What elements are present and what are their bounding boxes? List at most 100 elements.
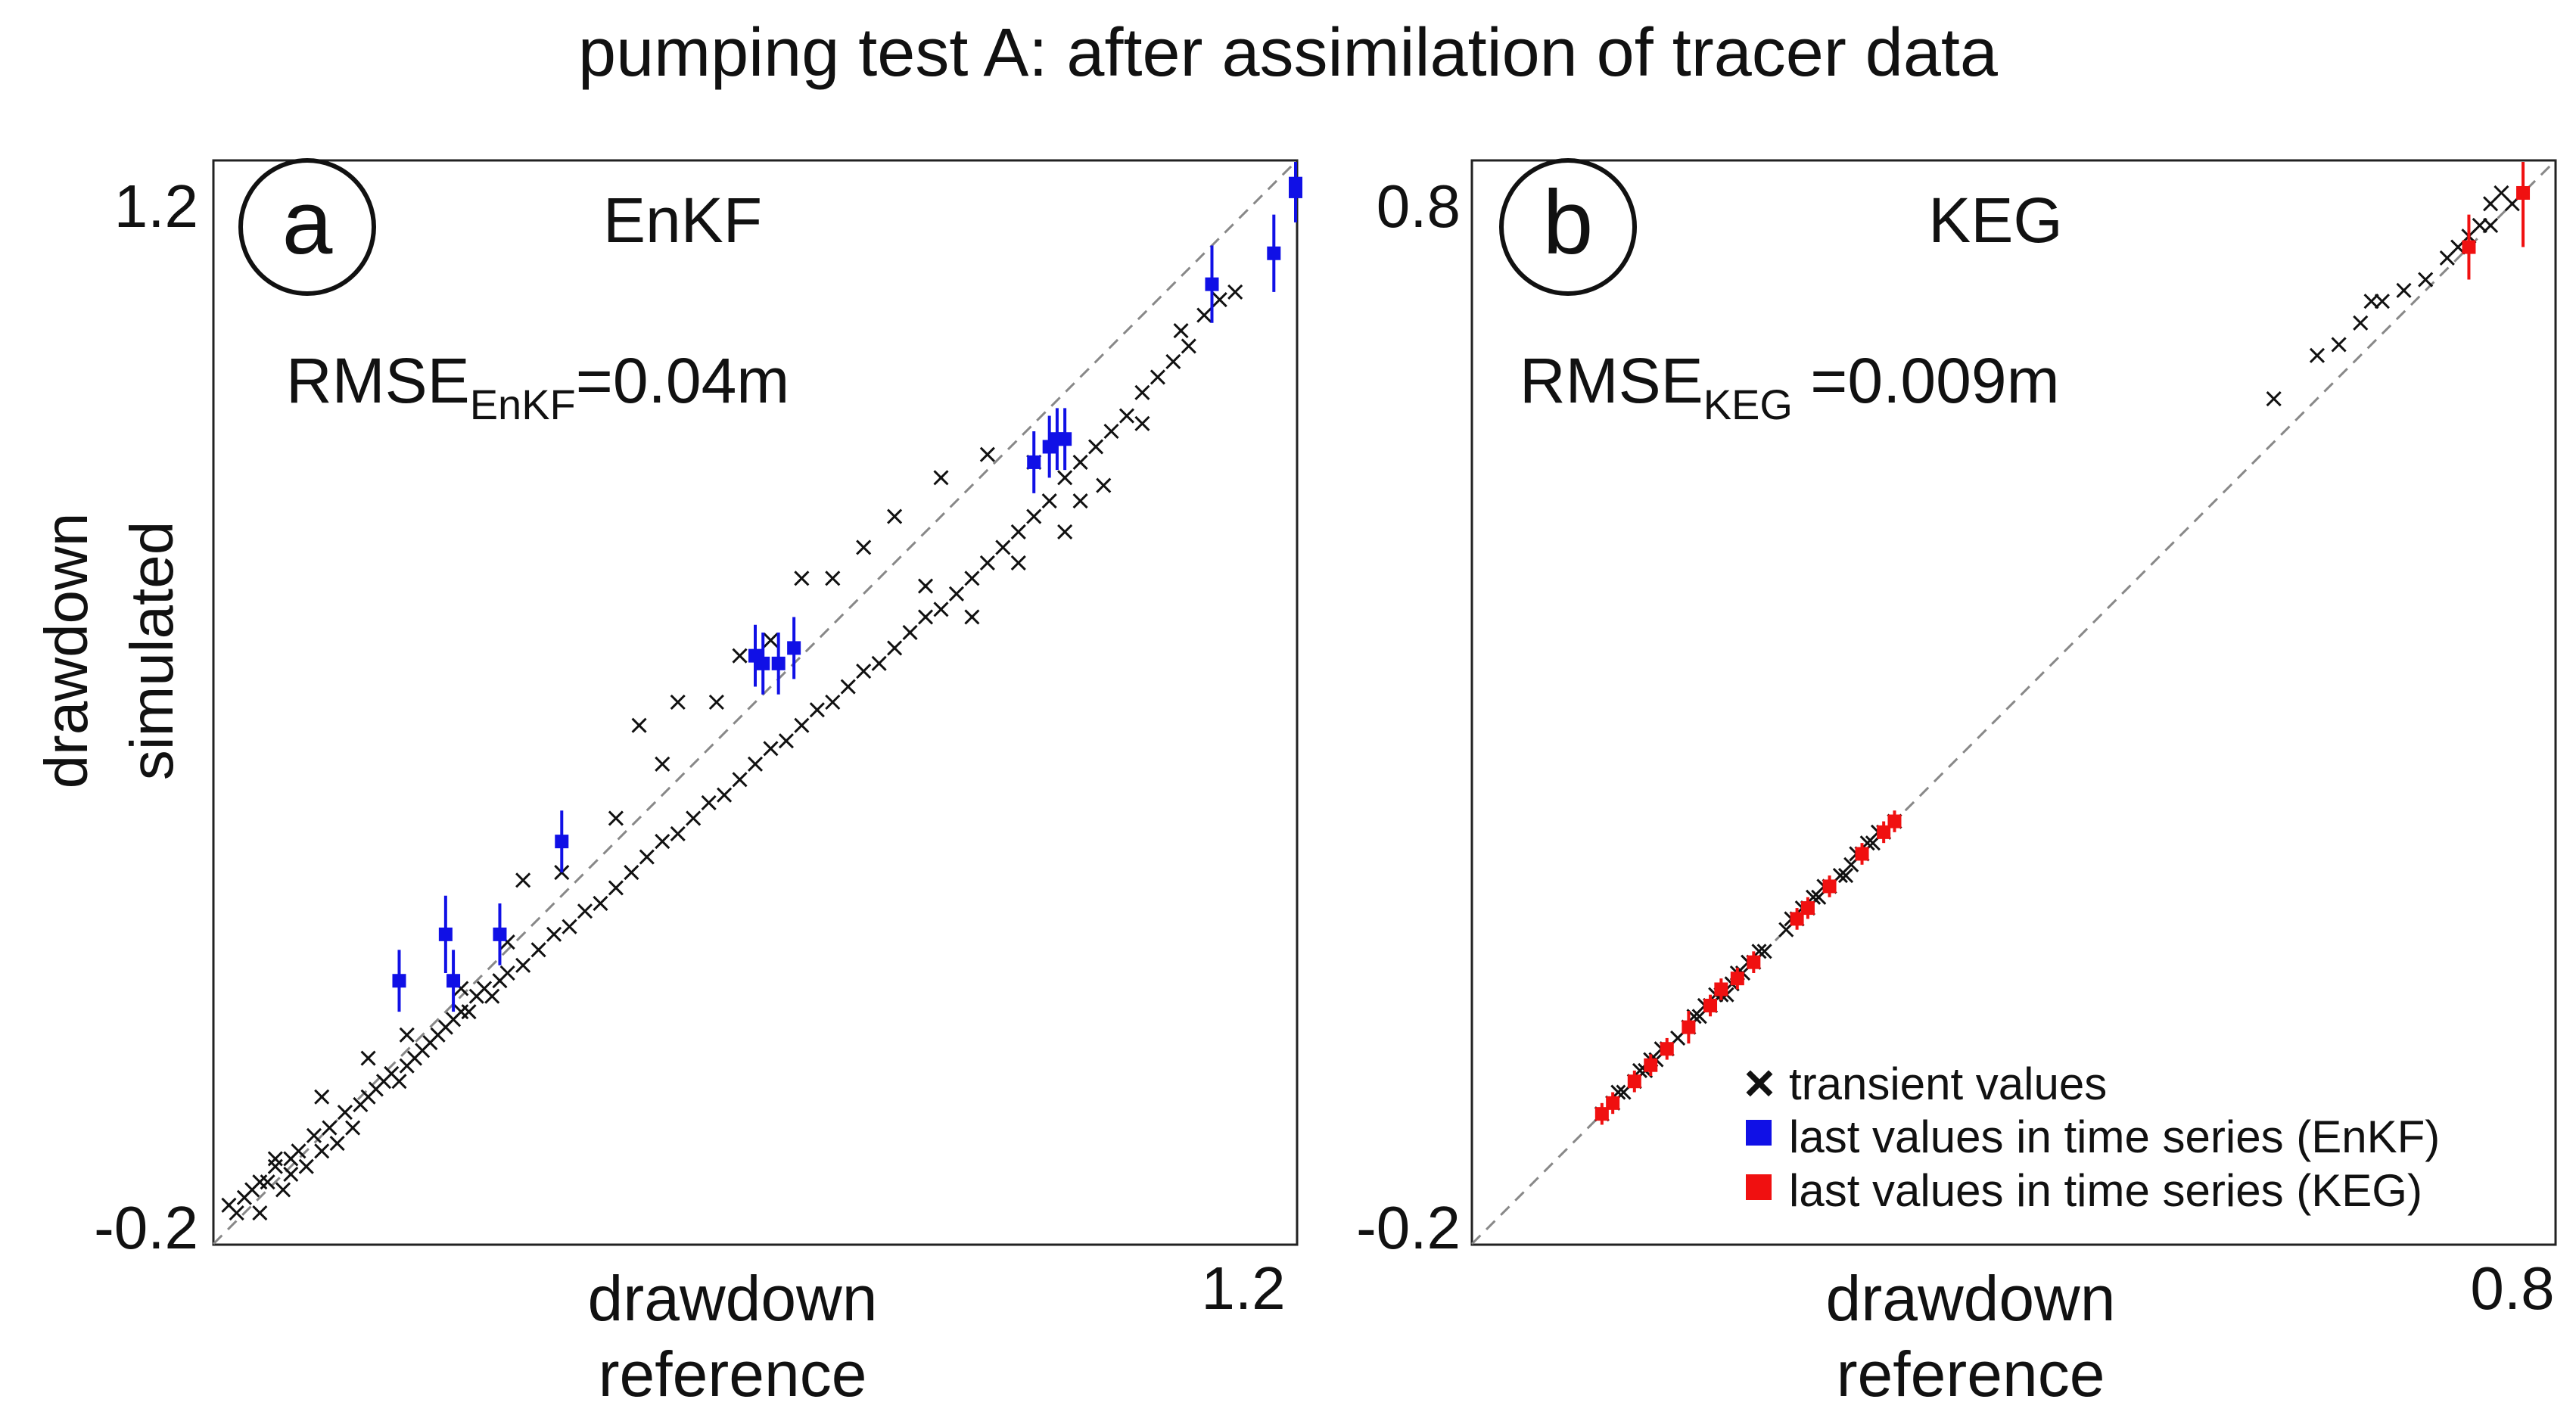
panel-enkf-final-point <box>438 927 453 941</box>
panel-enkf-transient-point <box>917 578 934 594</box>
panel-enkf-transient-point <box>856 664 872 679</box>
panel-enkf-transient-point <box>717 787 733 803</box>
panel-enkf-transient-point <box>763 741 779 757</box>
panel-keg-x-label-line2: reference <box>1837 1338 2105 1410</box>
panel-enkf-transient-point <box>337 1105 353 1121</box>
panel-keg-final-point <box>1887 814 1902 829</box>
panel-enkf-transient-point <box>391 1074 407 1090</box>
panel-enkf-letter-circle <box>238 158 376 296</box>
panel-keg-transient-point <box>2494 185 2509 201</box>
panel-enkf-final-point <box>1267 246 1281 260</box>
panel-enkf-transient-point <box>275 1182 291 1198</box>
panel-enkf-title: EnKF <box>603 185 762 256</box>
panel-enkf-transient-point <box>701 794 717 811</box>
panel-keg-transient-point <box>2374 294 2390 309</box>
panel-enkf-transient-point <box>1173 322 1189 339</box>
panel-keg-transient-point <box>2353 315 2369 331</box>
panel-keg-final-point <box>1877 825 1891 839</box>
panel-keg-transient-point <box>2472 217 2487 233</box>
panel-enkf-transient-point <box>1134 384 1150 400</box>
panel-enkf-transient-point <box>515 872 531 888</box>
panel-enkf-transient-point <box>1010 555 1026 571</box>
panel-enkf-transient-point <box>825 694 841 710</box>
panel-keg-transient-point <box>2418 272 2434 288</box>
panel-keg-final-point <box>1682 1020 1696 1034</box>
panel-enkf-x-tick: 1.2 <box>1201 1255 1285 1322</box>
panel-enkf-frame <box>212 159 1299 1246</box>
panel-enkf-transient-point <box>840 679 856 695</box>
panel-keg-x-label-line1: drawdown <box>1826 1263 2116 1334</box>
panel-keg-rmse-prefix: RMSE <box>1520 345 1703 416</box>
panel-enkf-transient-point <box>562 919 577 934</box>
panel-enkf-final-point <box>756 656 770 670</box>
panel-enkf-transient-point <box>902 624 918 641</box>
panel-keg-final-point <box>1714 982 1728 996</box>
panel-enkf-transient-point <box>732 648 748 664</box>
panel-enkf-transient-point <box>1057 524 1073 540</box>
panel-enkf-transient-point <box>291 1143 306 1159</box>
panel-enkf-transient-point <box>624 864 639 881</box>
panel-keg-transient-point <box>2331 337 2347 353</box>
panel-enkf-transient-point <box>1103 423 1119 440</box>
panel-keg-transient-point <box>2483 217 2499 233</box>
panel-enkf-transient-point <box>345 1120 361 1136</box>
panel-keg-transient-point <box>1837 868 1854 884</box>
panel-keg-final-point <box>2516 185 2531 200</box>
panel-enkf-rmse-prefix: RMSE <box>286 345 470 416</box>
panel-enkf-transient-point <box>314 1143 330 1159</box>
panel-keg-final-point <box>1800 901 1815 916</box>
panel-enkf-transient-point <box>670 694 686 710</box>
panel-enkf-final-point <box>446 974 461 988</box>
panel-keg-final-point <box>1644 1058 1658 1072</box>
panel-enkf-transient-point <box>554 864 570 881</box>
panel-enkf-y-tick-top: 1.2 <box>114 173 198 240</box>
panel-keg-x-tick: 0.8 <box>2470 1255 2554 1322</box>
panel-enkf-final-point <box>1289 176 1302 191</box>
panel-keg-final-point <box>1627 1074 1641 1089</box>
panel-enkf-transient-point <box>732 772 748 788</box>
panel-enkf-transient-point <box>933 602 949 617</box>
y-axis-label: drawdown simulated <box>33 513 185 789</box>
panel-enkf-transient-point <box>825 571 841 586</box>
panel-keg-transient-point <box>2396 282 2412 298</box>
panel-enkf-transient-point <box>887 640 903 656</box>
panel-enkf-transient-point <box>639 849 655 865</box>
panel-enkf-transient-point <box>298 1158 314 1174</box>
panel-enkf-transient-point <box>655 834 670 850</box>
panel-keg-points <box>1594 162 2531 1125</box>
panel-enkf-transient-point <box>871 655 887 671</box>
panel-keg-final-point <box>1606 1096 1620 1110</box>
panel-enkf-transient-point <box>708 694 724 710</box>
panel-enkf-rmse-value: =0.04m <box>576 345 790 416</box>
panel-enkf-transient-point <box>322 1120 338 1136</box>
panel-enkf-transient-point <box>229 1205 244 1221</box>
panel-enkf-transient-point <box>1181 338 1196 354</box>
panel-keg-rmse-value: =0.009m <box>1793 345 2060 416</box>
panel-enkf-final-point <box>1058 432 1072 446</box>
panel-enkf-transient-point <box>1072 454 1088 470</box>
panel-enkf-transient-point <box>593 895 608 912</box>
legend: × transient values last values in time s… <box>1744 1053 2441 1216</box>
panel-enkf-transient-point <box>283 1166 299 1183</box>
panel-keg-final-point <box>1730 972 1744 986</box>
panel-enkf-transient-point <box>948 586 965 602</box>
panel-keg-frame <box>1470 159 2557 1246</box>
panel-enkf-transient-point <box>979 446 995 462</box>
panel-keg-final-point <box>1747 955 1761 969</box>
panel-enkf-transient-point <box>809 702 825 718</box>
panel-enkf-transient-point <box>778 733 794 749</box>
panel-enkf-transient-point <box>608 810 624 826</box>
panel-enkf-transient-point <box>917 609 934 625</box>
panel-enkf-transient-point <box>1057 470 1073 486</box>
panel-keg-rmse-subscript: KEG <box>1703 381 1793 428</box>
panel-keg-transient-point <box>2309 347 2326 363</box>
panel-keg-final-point <box>1660 1042 1674 1056</box>
panel-enkf-transient-point <box>1118 408 1135 424</box>
legend-keg-label: last values in time series (KEG) <box>1789 1165 2422 1216</box>
panel-enkf-transient-point <box>484 988 500 1004</box>
panel-enkf-transient-point <box>979 555 995 571</box>
panel-enkf-final-point <box>1027 455 1041 469</box>
panel-enkf-transient-point <box>631 717 647 733</box>
panel-keg-letter-circle <box>1499 158 1637 296</box>
